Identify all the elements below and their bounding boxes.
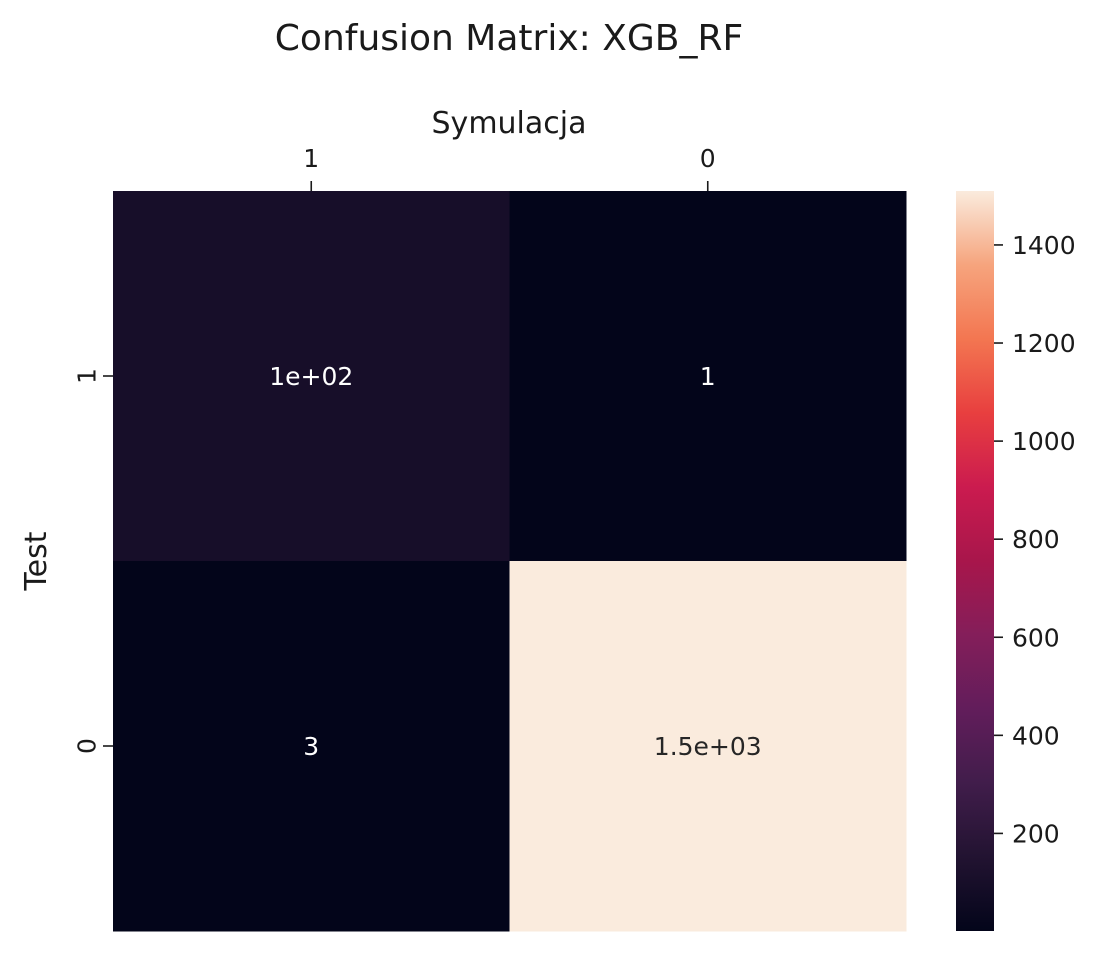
cell-annotation-1-0: 3 (303, 732, 319, 761)
colorbar (956, 191, 994, 931)
colorbar-tick-label-6: 1400 (1012, 231, 1076, 260)
colorbar-tick-label-5: 1200 (1012, 329, 1076, 358)
y-axis-label: Test (19, 531, 54, 591)
y-axis-ticks: 10 (73, 368, 113, 754)
cell-annotations: 1e+02 1 3 1.5e+03 (269, 362, 761, 761)
heatmap-cell-0-1 (509, 191, 907, 562)
x-tick-label-1: 0 (700, 144, 716, 173)
colorbar-tick-label-1: 400 (1012, 721, 1060, 750)
cell-annotation-0-1: 1 (700, 362, 716, 391)
heatmap-cell-0-0 (113, 191, 510, 562)
heatmap-cell-1-1 (509, 561, 907, 932)
colorbar-tick-label-0: 200 (1012, 819, 1060, 848)
x-tick-label-0: 1 (303, 144, 319, 173)
heatmap-cell-1-0 (113, 561, 510, 932)
colorbar-ticks: 200 400 600 800 1000 1200 1400 (994, 231, 1076, 848)
cell-annotation-0-0: 1e+02 (269, 362, 353, 391)
chart-title: Confusion Matrix: XGB_RF (275, 18, 743, 59)
colorbar-tick-label-3: 800 (1012, 525, 1060, 554)
x-axis-label: Symulacja (432, 106, 587, 141)
cell-annotation-1-1: 1.5e+03 (654, 732, 762, 761)
colorbar-tick-label-4: 1000 (1012, 427, 1076, 456)
heatmap-cells (113, 191, 907, 932)
colorbar-tick-label-2: 600 (1012, 623, 1060, 652)
y-tick-label-0: 1 (73, 368, 102, 384)
y-tick-label-1: 0 (73, 738, 102, 754)
